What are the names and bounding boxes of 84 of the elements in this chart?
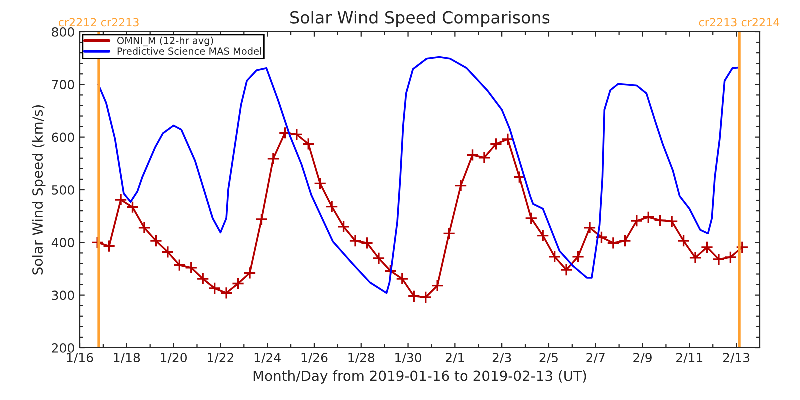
point <box>607 236 620 250</box>
y-tick-label: 800 <box>52 27 74 37</box>
x-tick-label: 2/7 <box>586 353 605 364</box>
x-tick-label: 2/13 <box>723 353 750 364</box>
x-tick-label: 1/28 <box>348 353 375 364</box>
line-series <box>98 56 740 294</box>
point <box>232 277 245 290</box>
x-tick-label: 1/24 <box>254 353 281 364</box>
point <box>278 126 292 140</box>
point <box>267 152 280 166</box>
point <box>208 282 222 295</box>
point <box>114 194 128 206</box>
x-tick-label: 1/18 <box>114 353 140 364</box>
x-tick-label: 2/3 <box>492 353 512 364</box>
point <box>572 250 585 264</box>
point <box>490 138 503 151</box>
point <box>314 177 327 190</box>
point <box>126 200 140 214</box>
point <box>712 253 726 266</box>
point <box>91 236 104 250</box>
y-tick-label: 600 <box>52 132 74 142</box>
point <box>396 272 409 286</box>
point <box>618 234 632 248</box>
y-tick-label: 200 <box>52 343 74 353</box>
point <box>302 138 316 151</box>
point <box>408 290 421 303</box>
point <box>724 251 738 264</box>
x-tick-label: 1/20 <box>161 353 187 364</box>
point <box>173 258 186 272</box>
x-tick-label: 2/1 <box>446 353 464 364</box>
point <box>337 220 350 234</box>
x-tick-label: 1/30 <box>396 353 422 364</box>
point <box>442 227 456 240</box>
y-tick-label: 400 <box>52 238 74 248</box>
x-tick-label: 2/5 <box>540 353 558 364</box>
ref-line-label: cr2212 cr2213 <box>58 18 139 27</box>
point <box>642 210 656 224</box>
point <box>689 252 702 264</box>
point <box>162 246 174 259</box>
point <box>102 240 116 253</box>
point <box>372 252 386 265</box>
point <box>736 241 749 254</box>
point <box>360 236 374 250</box>
point <box>196 272 210 286</box>
point <box>220 286 233 300</box>
x-tick-label: 2/9 <box>634 353 652 364</box>
point <box>466 148 480 162</box>
x-tick-label: 2/11 <box>676 353 703 364</box>
legend-label: Predictive Science MAS Model <box>118 48 262 56</box>
point <box>584 222 596 234</box>
point <box>536 229 550 242</box>
y-axis-title: Solar Wind Speed (km/s) <box>32 105 46 275</box>
point <box>548 250 562 264</box>
y-tick-label: 700 <box>52 80 74 90</box>
point <box>138 222 151 234</box>
point <box>513 170 526 184</box>
point <box>654 214 667 227</box>
point <box>419 291 432 304</box>
ref-line-label: cr2213 cr2214 <box>699 18 780 27</box>
point <box>630 214 644 228</box>
point <box>150 234 163 248</box>
point <box>244 266 256 280</box>
legend-label: OMNI_M (12-hr avg) <box>117 36 214 47</box>
x-tick-label: 1/22 <box>208 353 234 364</box>
x-tick-label: 1/26 <box>302 353 328 364</box>
point <box>255 213 268 226</box>
point <box>326 200 338 214</box>
point <box>349 234 362 248</box>
point <box>478 151 491 164</box>
y-tick-label: 500 <box>52 185 74 195</box>
point <box>431 279 444 292</box>
point <box>700 241 714 254</box>
point <box>560 264 573 276</box>
point <box>677 234 690 248</box>
chart-title: Solar Wind Speed Comparisons <box>290 11 550 28</box>
point <box>595 231 608 244</box>
x-axis-title: Month/Day from 2019-01-16 to 2019-02-13 (UT) <box>254 370 586 384</box>
point <box>454 179 468 192</box>
point <box>666 215 678 228</box>
point <box>184 262 198 274</box>
x-tick-label: 1/16 <box>67 353 94 364</box>
point <box>290 128 304 142</box>
point <box>524 212 538 225</box>
y-tick-label: 300 <box>52 290 74 300</box>
